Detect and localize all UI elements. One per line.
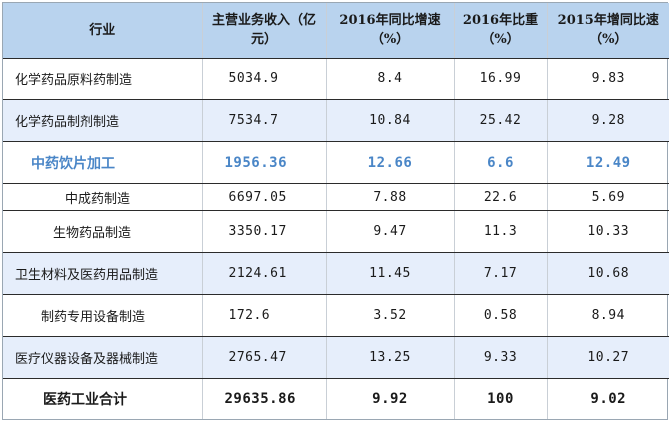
cell-share-2016: 9.33	[454, 336, 548, 379]
cell-revenue: 5034.9	[202, 58, 327, 101]
table-total-row: 医药工业合计 29635.86 9.92 100 9.02	[3, 378, 669, 419]
cell-share-2016: 0.58	[454, 294, 548, 337]
cell-growth-2015: 5.69	[547, 183, 669, 211]
table-row: 医疗仪器设备及器械制造 2765.47 13.25 9.33 10.27	[3, 336, 669, 379]
cell-industry: 生物药品制造	[3, 210, 203, 253]
cell-share-2016: 7.17	[454, 252, 548, 295]
cell-revenue: 2765.47	[202, 336, 327, 379]
cell-share-2016: 25.42	[454, 99, 548, 143]
header-growth-2016: 2016年同比增速（%）	[326, 3, 455, 59]
cell-growth-2015: 8.94	[547, 294, 669, 337]
cell-growth-2015: 10.33	[547, 210, 669, 253]
cell-growth-2015: 9.83	[547, 58, 669, 101]
cell-total-growth-2015: 9.02	[590, 390, 627, 407]
cell-growth-2016: 10.84	[326, 99, 455, 143]
cell-industry: 卫生材料及医药用品制造	[3, 252, 203, 295]
table-row: 生物药品制造 3350.17 9.47 11.3 10.33	[3, 210, 669, 253]
cell-total-share-2016: 100	[454, 378, 548, 419]
table-row: 制药专用设备制造 172.6 3.52 0.58 8.94	[3, 294, 669, 337]
table-row: 卫生材料及医药用品制造 2124.61 11.45 7.17 10.68	[3, 252, 669, 295]
cell-growth-2016: 9.47	[326, 210, 455, 253]
cell-revenue: 3350.17	[202, 210, 327, 253]
pharma-industry-table: 行业 主营业务收入（亿元） 2016年同比增速（%） 2016年比重（%） 20…	[3, 3, 669, 419]
cell-industry: 中药饮片加工	[3, 141, 203, 185]
table-row: 中成药制造 6697.05 7.88 22.6 5.69	[3, 183, 669, 211]
table-row: 化学药品原料药制造 5034.9 8.4 16.99 9.83	[3, 58, 669, 101]
cell-share-2016: 16.99	[454, 58, 548, 101]
cell-total-revenue: 29635.86	[202, 378, 327, 419]
cell-growth-2016: 7.88	[326, 183, 455, 211]
cell-share-2016: 6.6	[454, 141, 548, 185]
cell-revenue: 7534.7	[202, 99, 327, 143]
cell-growth-2015: 10.27	[547, 336, 669, 379]
table-header-row: 行业 主营业务收入（亿元） 2016年同比增速（%） 2016年比重（%） 20…	[3, 3, 669, 59]
cell-growth-2016: 12.66	[326, 141, 455, 185]
header-revenue: 主营业务收入（亿元）	[202, 3, 327, 59]
table-row-highlighted: 中药饮片加工 1956.36 12.66 6.6 12.49	[3, 141, 669, 185]
cell-industry: 医疗仪器设备及器械制造	[3, 336, 203, 379]
cell-total-growth-2016: 9.92	[326, 378, 455, 419]
cell-revenue: 1956.36	[202, 141, 327, 185]
cell-industry: 化学药品原料药制造	[3, 58, 203, 101]
header-share-2016: 2016年比重（%）	[454, 3, 548, 59]
cell-industry: 制药专用设备制造	[3, 294, 203, 337]
cell-share-2016: 22.6	[454, 183, 548, 211]
table-row: 化学药品制剂制造 7534.7 10.84 25.42 9.28	[3, 99, 669, 143]
cell-growth-2015: 12.49	[547, 141, 669, 185]
cell-revenue: 172.6	[202, 294, 327, 337]
cell-growth-2016: 8.4	[326, 58, 455, 101]
cell-share-2016: 11.3	[454, 210, 548, 253]
header-industry: 行业	[3, 3, 203, 59]
cell-growth-2016: 11.45	[326, 252, 455, 295]
cell-industry: 化学药品制剂制造	[3, 99, 203, 143]
cell-revenue: 6697.05	[202, 183, 327, 211]
header-growth-2015: 2015年增同比速（%）	[547, 3, 669, 59]
cell-growth-2016: 13.25	[326, 336, 455, 379]
cell-industry: 中成药制造	[3, 183, 203, 211]
cell-growth-2015: 10.68	[547, 252, 669, 295]
cell-growth-2015: 9.28	[547, 99, 669, 143]
cell-revenue: 2124.61	[202, 252, 327, 295]
cell-growth-2016: 3.52	[326, 294, 455, 337]
cell-total-industry: 医药工业合计	[3, 378, 203, 419]
